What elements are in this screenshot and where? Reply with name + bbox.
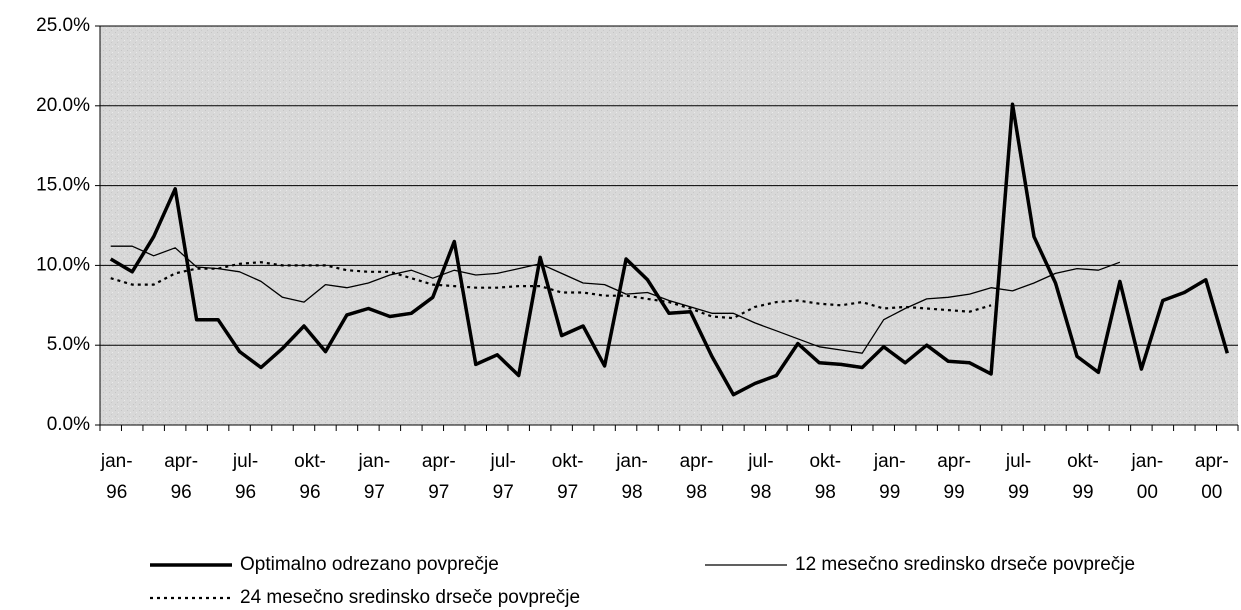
plot-area [100, 26, 1238, 425]
x-tick-label: jul-99 [1005, 451, 1032, 503]
legend-label: 12 mesečno sredinsko drseče povprečje [795, 554, 1135, 575]
x-tick-label: jul-97 [490, 451, 516, 503]
x-tick-label: jan-97 [358, 451, 391, 503]
x-tick-label: jan-00 [1131, 451, 1164, 503]
series-line [110, 245, 1121, 354]
x-tick-label: apr-96 [164, 451, 199, 503]
series-line [109, 102, 1229, 397]
x-tick-label: okt-96 [294, 451, 326, 503]
y-tick-label: 20.0% [36, 95, 90, 116]
y-tick-label: 10.0% [36, 254, 90, 275]
x-tick-label: apr-99 [937, 451, 972, 503]
x-tick-label: okt-97 [551, 451, 584, 503]
x-tick-label: okt-99 [1067, 451, 1099, 503]
x-tick-label: jul-96 [232, 451, 259, 503]
x-tick-label: jan-99 [873, 451, 906, 503]
series-line [110, 261, 992, 320]
x-tick-label: okt-98 [809, 451, 842, 503]
y-tick-label: 15.0% [36, 175, 90, 196]
x-tick-label: jan-96 [100, 451, 133, 503]
y-tick-label: 0.0% [47, 414, 90, 435]
x-tick-label: apr-97 [421, 451, 456, 503]
legend-label: Optimalno odrezano povprečje [240, 554, 499, 575]
y-tick-label: 5.0% [47, 334, 90, 355]
x-tick-label: jan-98 [616, 451, 648, 503]
x-tick-label: apr-00 [1194, 451, 1229, 503]
x-tick-label: apr-98 [679, 451, 714, 503]
y-tick-label: 25.0% [36, 15, 90, 36]
legend-label: 24 mesečno sredinsko drseče povprečje [240, 587, 580, 608]
x-tick-label: jul-98 [748, 451, 774, 503]
